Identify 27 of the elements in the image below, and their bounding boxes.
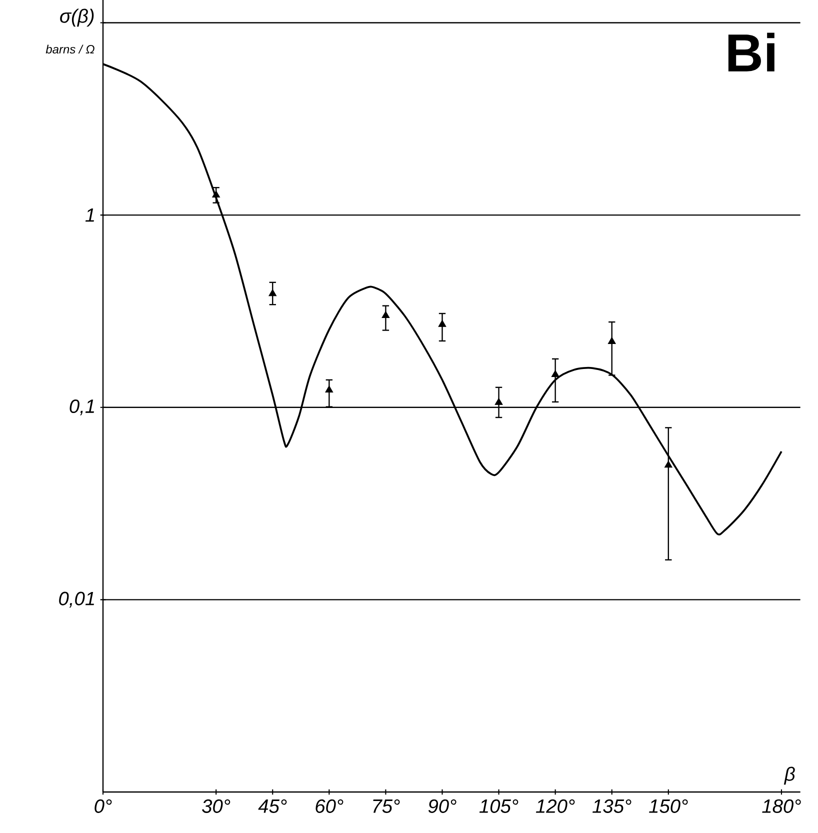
y-tick-label: 0,01 (59, 592, 94, 608)
chart-title: Bi (728, 32, 774, 72)
point (268, 289, 277, 296)
text: barns / Ω (46, 44, 94, 54)
x-tick-label: 150° (649, 799, 688, 813)
point (325, 386, 334, 393)
y-tick-label: 1 (85, 208, 94, 222)
x-axis-title: β (784, 766, 795, 785)
x-tick-label: 135° (592, 799, 632, 813)
x-tick-label: 120° (536, 799, 575, 813)
x-tick-label: 180° (762, 799, 801, 813)
x-tick-label: 60° (316, 799, 344, 813)
x-tick-label: 45° (258, 799, 287, 813)
point (494, 398, 503, 405)
point (212, 190, 220, 198)
x-tick-label: 105° (479, 799, 518, 813)
point (608, 337, 616, 344)
x-tick-label: 75° (373, 799, 400, 813)
point (551, 370, 560, 378)
x-tick-label: 90° (428, 799, 456, 813)
y-axis-title: σ(β) (60, 8, 94, 27)
point (382, 311, 390, 318)
y-tick-label: 0,1 (70, 399, 94, 416)
x-tick-label: 30° (202, 799, 230, 813)
point (664, 460, 672, 468)
x-tick-label: 0° (94, 799, 112, 813)
point (438, 320, 446, 327)
